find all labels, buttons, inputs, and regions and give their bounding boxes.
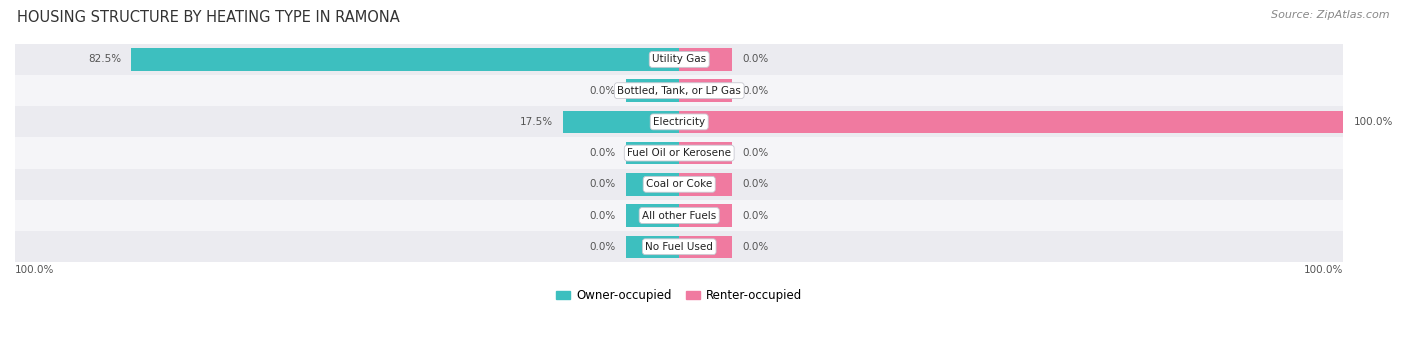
Bar xyxy=(626,204,679,227)
Text: 0.0%: 0.0% xyxy=(591,210,616,221)
Bar xyxy=(562,110,679,133)
Text: 0.0%: 0.0% xyxy=(591,179,616,189)
Bar xyxy=(679,236,733,258)
Text: 0.0%: 0.0% xyxy=(742,210,769,221)
Text: Electricity: Electricity xyxy=(654,117,706,127)
Bar xyxy=(626,236,679,258)
Bar xyxy=(679,79,733,102)
Bar xyxy=(679,110,1344,133)
Text: 0.0%: 0.0% xyxy=(742,55,769,64)
Text: Bottled, Tank, or LP Gas: Bottled, Tank, or LP Gas xyxy=(617,86,741,96)
Text: No Fuel Used: No Fuel Used xyxy=(645,242,713,252)
Text: 100.0%: 100.0% xyxy=(15,265,55,276)
Text: 0.0%: 0.0% xyxy=(591,86,616,96)
Text: Utility Gas: Utility Gas xyxy=(652,55,706,64)
Text: All other Fuels: All other Fuels xyxy=(643,210,716,221)
Text: 0.0%: 0.0% xyxy=(591,148,616,158)
Text: 0.0%: 0.0% xyxy=(742,148,769,158)
Bar xyxy=(15,200,1344,231)
Text: 100.0%: 100.0% xyxy=(1305,265,1344,276)
Bar xyxy=(626,173,679,195)
Bar xyxy=(15,137,1344,169)
Text: 0.0%: 0.0% xyxy=(742,179,769,189)
Text: Fuel Oil or Kerosene: Fuel Oil or Kerosene xyxy=(627,148,731,158)
Bar xyxy=(15,106,1344,137)
Text: 82.5%: 82.5% xyxy=(89,55,121,64)
Bar xyxy=(15,75,1344,106)
Bar xyxy=(15,44,1344,75)
Text: Source: ZipAtlas.com: Source: ZipAtlas.com xyxy=(1271,10,1389,20)
Bar xyxy=(679,173,733,195)
Bar xyxy=(679,204,733,227)
Text: 0.0%: 0.0% xyxy=(742,86,769,96)
Bar xyxy=(679,142,733,164)
Text: Coal or Coke: Coal or Coke xyxy=(647,179,713,189)
Bar xyxy=(15,231,1344,262)
Bar xyxy=(131,48,679,71)
Legend: Owner-occupied, Renter-occupied: Owner-occupied, Renter-occupied xyxy=(551,284,807,307)
Text: HOUSING STRUCTURE BY HEATING TYPE IN RAMONA: HOUSING STRUCTURE BY HEATING TYPE IN RAM… xyxy=(17,10,399,25)
Bar xyxy=(626,142,679,164)
Text: 100.0%: 100.0% xyxy=(1354,117,1393,127)
Bar xyxy=(679,48,733,71)
Text: 17.5%: 17.5% xyxy=(520,117,553,127)
Text: 0.0%: 0.0% xyxy=(591,242,616,252)
Text: 0.0%: 0.0% xyxy=(742,242,769,252)
Bar xyxy=(626,79,679,102)
Bar xyxy=(15,169,1344,200)
